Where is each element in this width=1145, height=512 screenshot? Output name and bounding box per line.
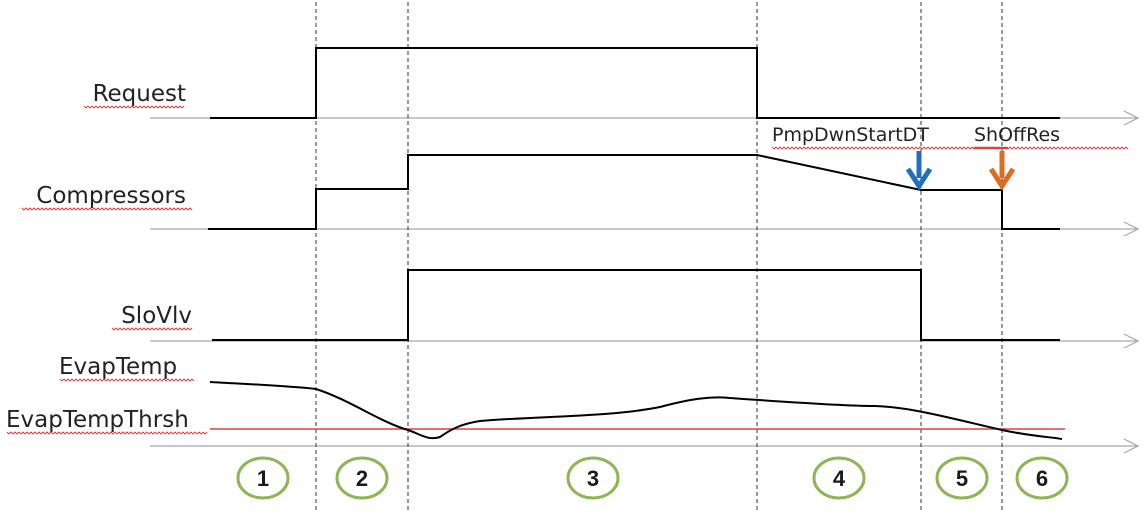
evaptemp-label: EvapTemp (59, 354, 177, 380)
phase-marker-5: 5 (935, 456, 989, 500)
phase-marker-1: 1 (236, 456, 290, 500)
phase-marker-2: 2 (335, 456, 389, 500)
slovlv-waveform (212, 269, 1060, 341)
phase-circle-6 (1015, 456, 1069, 500)
phase-number-6: 6 (1036, 466, 1048, 491)
slovlv-label: SloVlv (121, 303, 192, 329)
compressors-axis-arrowhead (1123, 221, 1140, 237)
phase-circle-4 (812, 456, 866, 500)
evaptemp-squiggle (59, 378, 195, 382)
phase-circle-2 (335, 456, 389, 500)
phase-marker-3: 3 (566, 456, 620, 500)
time-axes (150, 110, 1140, 454)
compressors-waveform (208, 154, 1060, 230)
phase-marker-6: 6 (1015, 456, 1069, 500)
spellcheck-underlines (6, 105, 1129, 435)
slovlv-axis-arrowhead (1123, 333, 1140, 349)
request-label: Request (93, 81, 186, 107)
evap-temp-curve (209, 381, 1063, 440)
phase-number-3: 3 (587, 466, 599, 491)
pump-down-start-label: PmpDwnStartDT (772, 124, 929, 146)
phase-marker-4: 4 (812, 456, 866, 500)
phase-circle-1 (236, 456, 290, 500)
compressors-label: Compressors (36, 183, 186, 209)
phase-number-1: 1 (257, 466, 269, 491)
phase-number-2: 2 (356, 466, 368, 491)
slovlv-squiggle (111, 327, 193, 331)
evaptempthrsh-label: EvapTempThrsh (6, 407, 189, 433)
request-axis-arrowhead (1123, 110, 1140, 126)
phase-number-5: 5 (956, 466, 968, 491)
phase-circle-5 (935, 456, 989, 500)
phase-number-4: 4 (833, 466, 846, 491)
evaptemp-axis-arrowhead (1123, 438, 1140, 454)
phase-circle-3 (566, 456, 620, 500)
evaptempthrsh-squiggle (6, 431, 208, 435)
shut-off-squiggle (973, 146, 1129, 150)
request-waveform (210, 47, 1060, 119)
request-squiggle (83, 105, 185, 109)
pump-down-squiggle (771, 146, 1009, 150)
shut-off-arrow-icon (988, 151, 1016, 191)
shut-off-res-label: ShOffRes (974, 124, 1060, 146)
compressors-squiggle (21, 207, 193, 211)
pump-down-arrow-icon (905, 151, 933, 191)
